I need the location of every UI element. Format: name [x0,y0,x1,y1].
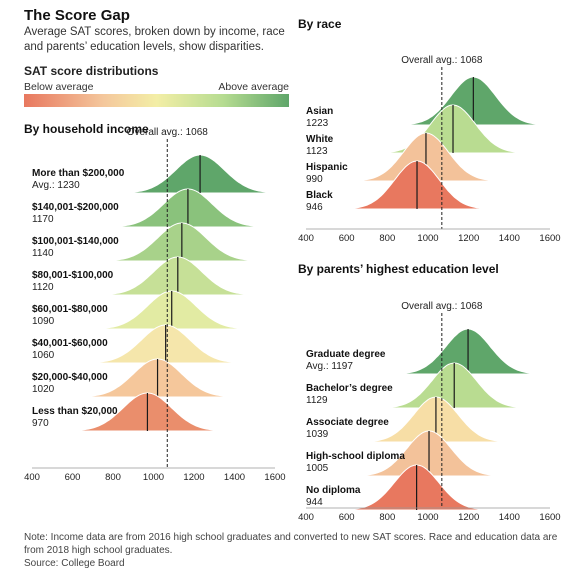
race-x-tick-4: 1200 [458,233,479,244]
footnote: Note: Income data are from 2016 high sch… [24,531,574,570]
income-series-avg-7: 970 [32,418,49,429]
income-series-avg-1: 1170 [32,214,54,225]
education-curve-1 [306,362,550,409]
income-x-tick-6: 1600 [264,472,285,483]
income-curve-6 [32,358,275,398]
income-curve-0 [32,154,276,194]
education-series-name-1: Bachelor’s degree [306,383,393,394]
education-series-name-3: High-school diploma [306,451,405,462]
race-series-name-1: White [306,134,334,145]
race-series-name-3: Black [306,190,333,201]
income-series-name-1: $140,001-$200,000 [32,202,119,213]
income-curve-1 [32,188,276,228]
race-series-avg-0: 1223 [306,118,329,129]
race-curve-0 [306,76,551,126]
race-x-tick-3: 1000 [417,233,438,244]
income-x-tick-1: 600 [65,472,81,483]
education-curve-0 [306,328,551,375]
income-curve-2 [32,222,275,262]
education-x-tick-3: 1000 [417,512,438,523]
race-x-tick-5: 1400 [499,233,520,244]
race-series-name-2: Hispanic [306,162,348,173]
income-section-title: By household income [24,122,149,136]
race-series-name-0: Asian [306,106,333,117]
race-x-tick-2: 800 [379,233,395,244]
education-x-tick-2: 800 [379,512,395,523]
income-curve-4 [32,290,275,330]
page-title: The Score Gap [24,7,130,24]
income-x-tick-4: 1200 [183,472,204,483]
income-series-avg-0: Avg.: 1230 [32,180,80,191]
education-x-tick-0: 400 [298,512,314,523]
education-x-tick-5: 1400 [499,512,520,523]
education-curve-4 [306,464,550,511]
income-series-avg-5: 1060 [32,350,55,361]
education-series-avg-4: 944 [306,497,323,508]
education-series-avg-0: Avg.: 1197 [306,361,353,372]
income-series-name-2: $100,001-$140,000 [32,236,119,247]
race-curve-2 [306,132,550,182]
race-x-tick-0: 400 [298,233,314,244]
race-curve-1 [306,104,550,154]
income-curve-5 [32,324,275,364]
income-series-name-3: $80,001-$100,000 [32,270,114,281]
income-x-tick-3: 1000 [143,472,164,483]
education-overall-avg-label: Overall avg.: 1068 [401,301,483,312]
income-x-tick-0: 400 [24,472,40,483]
race-series-avg-3: 946 [306,202,323,213]
education-series-name-2: Associate degree [306,417,389,428]
income-series-name-7: Less than $20,000 [32,406,118,417]
education-section-title: By parents’ highest education level [298,262,499,276]
education-series-avg-1: 1129 [306,395,328,406]
race-overall-avg-label: Overall avg.: 1068 [401,55,483,66]
education-series-avg-2: 1039 [306,429,329,440]
income-series-avg-2: 1140 [32,248,54,259]
page-subtitle: Average SAT scores, broken down by incom… [24,26,285,53]
income-series-avg-4: 1090 [32,316,55,327]
income-series-name-6: $20,000-$40,000 [32,372,108,383]
income-series-name-5: $40,001-$60,000 [32,338,108,349]
education-series-name-4: No diploma [306,485,361,496]
income-overall-avg-label: Overall avg.: 1068 [127,127,209,138]
education-series-avg-3: 1005 [306,463,329,474]
legend-above-average-label: Above average [218,81,289,93]
race-curve-3 [306,160,550,210]
race-series-avg-1: 1123 [306,146,328,157]
footnote-note: Note: Income data are from 2016 high sch… [24,532,558,556]
footnote-source: Source: College Board [24,558,125,569]
income-series-avg-6: 1020 [32,384,55,395]
education-curve-2 [306,396,550,443]
race-x-tick-1: 600 [339,233,355,244]
legend-below-average-label: Below average [24,81,94,93]
legend-title: SAT score distributions [24,64,159,78]
income-series-name-0: More than $200,000 [32,168,125,179]
income-x-tick-5: 1400 [224,472,245,483]
race-section-title: By race [298,17,342,31]
race-x-tick-6: 1600 [539,233,560,244]
income-series-avg-3: 1120 [32,282,54,293]
education-x-tick-1: 600 [339,512,355,523]
income-series-name-4: $60,001-$80,000 [32,304,108,315]
income-curve-7 [32,392,275,432]
education-x-tick-4: 1200 [458,512,479,523]
income-x-tick-2: 800 [105,472,121,483]
legend-color-gradient [24,94,289,107]
education-x-tick-6: 1600 [539,512,560,523]
education-series-name-0: Graduate degree [306,349,386,360]
race-series-avg-2: 990 [306,174,323,185]
income-curve-3 [32,256,275,296]
